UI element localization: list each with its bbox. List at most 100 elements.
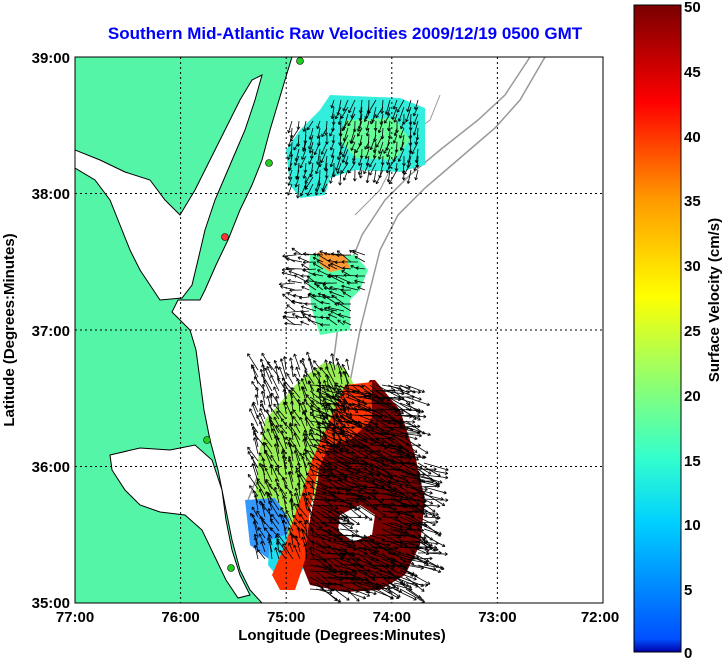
- velocity-arrowhead: [435, 514, 439, 517]
- velocity-arrow: [405, 564, 424, 569]
- velocity-arrow: [339, 564, 357, 566]
- velocity-arrow: [251, 366, 259, 385]
- velocity-arrow: [381, 534, 408, 547]
- velocity-arrowhead: [406, 442, 410, 446]
- velocity-arrowhead: [258, 489, 260, 493]
- velocity-arrowhead: [351, 523, 355, 527]
- velocity-arrowhead: [282, 316, 285, 320]
- velocity-arrow: [327, 461, 348, 464]
- velocity-arrowhead: [340, 171, 345, 174]
- velocity-arrowhead: [265, 478, 269, 481]
- velocity-arrow: [375, 504, 397, 510]
- velocity-arrowhead: [399, 418, 403, 421]
- velocity-arrowhead: [393, 119, 395, 123]
- velocity-arrow: [405, 486, 433, 494]
- velocity-arrowhead: [327, 500, 331, 503]
- velocity-arrowhead: [439, 567, 443, 570]
- velocity-arrowhead: [284, 323, 288, 326]
- velocity-arrowhead: [317, 388, 321, 391]
- velocity-arrowhead: [373, 493, 377, 496]
- velocity-arrow: [369, 462, 391, 475]
- velocity-arrow: [315, 450, 330, 456]
- velocity-arrow: [324, 406, 329, 420]
- velocity-arrow: [325, 359, 329, 371]
- velocity-arrow: [324, 307, 338, 312]
- velocity-arrow: [341, 364, 350, 378]
- velocity-arrowhead: [323, 493, 327, 495]
- velocity-arrowhead: [406, 160, 409, 164]
- velocity-arrowhead: [397, 118, 400, 122]
- velocity-arrow: [267, 428, 273, 441]
- velocity-arrow: [313, 360, 322, 371]
- velocity-arrow: [357, 432, 377, 444]
- velocity-arrow: [333, 588, 350, 601]
- velocity-arrow: [306, 351, 315, 371]
- velocity-arrowhead: [329, 509, 332, 513]
- velocity-arrow: [396, 99, 405, 113]
- velocity-arrowhead: [386, 148, 390, 151]
- velocity-arrowhead: [308, 146, 312, 150]
- velocity-arrowhead: [415, 449, 418, 453]
- velocity-arrowhead: [412, 421, 416, 424]
- velocity-arrowhead: [374, 591, 377, 595]
- velocity-arrow: [333, 576, 354, 581]
- velocity-arrowhead: [303, 433, 307, 436]
- velocity-arrow: [363, 414, 383, 417]
- velocity-arrow: [411, 521, 439, 524]
- velocity-arrowhead: [414, 168, 417, 172]
- velocity-arrow: [333, 582, 359, 593]
- velocity-arrowhead: [274, 443, 278, 447]
- velocity-arrow: [281, 514, 287, 525]
- velocity-arrow: [394, 127, 398, 136]
- velocity-arrowhead: [365, 162, 368, 166]
- velocity-arrow: [405, 450, 421, 457]
- velocity-arrow: [256, 481, 266, 497]
- velocity-arrow: [363, 420, 379, 425]
- velocity-arrowhead: [316, 260, 319, 264]
- velocity-arrowhead: [341, 154, 344, 158]
- velocity-arrow: [251, 506, 259, 518]
- velocity-arrowhead: [248, 474, 252, 477]
- velocity-arrow: [321, 141, 328, 155]
- velocity-arrowhead: [445, 477, 449, 480]
- velocity-arrow: [393, 474, 409, 483]
- velocity-arrowhead: [436, 512, 439, 516]
- velocity-arrowhead: [280, 286, 283, 289]
- velocity-arrowhead: [306, 351, 310, 355]
- velocity-arrowhead: [328, 275, 332, 279]
- velocity-arrowhead: [301, 492, 304, 497]
- velocity-arrow: [393, 420, 414, 431]
- velocity-arrowhead: [269, 416, 273, 419]
- velocity-arrow: [345, 485, 368, 488]
- velocity-arrowhead: [324, 373, 327, 378]
- velocity-arrowhead: [267, 428, 271, 431]
- velocity-arrowhead: [279, 284, 283, 287]
- velocity-arrow: [417, 534, 433, 547]
- velocity-arrow: [297, 120, 300, 130]
- velocity-arrow: [387, 408, 402, 415]
- velocity-arrow: [366, 120, 370, 131]
- velocity-arrow: [351, 486, 376, 492]
- velocity-arrowhead: [304, 429, 308, 433]
- velocity-arrowhead: [372, 585, 376, 589]
- velocity-arrowhead: [292, 409, 297, 412]
- velocity-arrow: [289, 444, 294, 462]
- velocity-arrow: [345, 390, 371, 397]
- velocity-arrow: [309, 534, 331, 541]
- velocity-arrowhead: [386, 586, 390, 589]
- velocity-arrowhead: [256, 386, 259, 390]
- velocity-arrowhead: [378, 156, 380, 160]
- velocity-arrow: [367, 99, 377, 114]
- velocity-arrow: [387, 155, 391, 166]
- velocity-arrowhead: [289, 471, 293, 474]
- velocity-arrow: [327, 438, 340, 448]
- velocity-arrow: [293, 503, 301, 518]
- velocity-arrowhead: [418, 435, 422, 438]
- velocity-arrow: [315, 384, 330, 392]
- velocity-arrow: [340, 162, 349, 174]
- velocity-arrowhead: [419, 433, 422, 437]
- velocity-arrowhead: [312, 273, 316, 277]
- velocity-arrow: [335, 382, 343, 392]
- velocity-arrowhead: [295, 316, 299, 319]
- velocity-arrowhead: [289, 365, 292, 369]
